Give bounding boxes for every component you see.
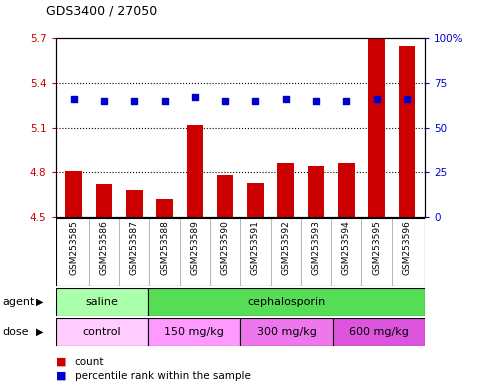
Text: ■: ■ xyxy=(56,357,66,367)
Bar xyxy=(338,164,355,217)
Text: 150 mg/kg: 150 mg/kg xyxy=(164,327,224,337)
Bar xyxy=(148,318,241,346)
Point xyxy=(403,96,411,102)
Text: count: count xyxy=(75,357,104,367)
Point xyxy=(221,98,229,104)
Bar xyxy=(96,184,113,217)
Bar xyxy=(56,288,148,316)
Text: 600 mg/kg: 600 mg/kg xyxy=(349,327,409,337)
Text: GSM253588: GSM253588 xyxy=(160,220,169,275)
Bar xyxy=(247,183,264,217)
Text: GSM253587: GSM253587 xyxy=(130,220,139,275)
Text: dose: dose xyxy=(2,327,29,337)
Text: 300 mg/kg: 300 mg/kg xyxy=(256,327,316,337)
Text: GSM253589: GSM253589 xyxy=(190,220,199,275)
Bar xyxy=(126,190,142,217)
Bar xyxy=(65,171,82,217)
Text: ■: ■ xyxy=(56,371,66,381)
Point xyxy=(373,96,381,102)
Text: ▶: ▶ xyxy=(36,327,43,337)
Point xyxy=(100,98,108,104)
Bar xyxy=(308,166,325,217)
Text: GSM253595: GSM253595 xyxy=(372,220,381,275)
Text: percentile rank within the sample: percentile rank within the sample xyxy=(75,371,251,381)
Point xyxy=(282,96,290,102)
Text: GDS3400 / 27050: GDS3400 / 27050 xyxy=(46,4,157,17)
Text: GSM253586: GSM253586 xyxy=(99,220,109,275)
Bar xyxy=(241,318,333,346)
Point xyxy=(342,98,350,104)
Text: GSM253590: GSM253590 xyxy=(221,220,229,275)
Text: GSM253594: GSM253594 xyxy=(342,220,351,275)
Text: GSM253593: GSM253593 xyxy=(312,220,321,275)
Bar xyxy=(56,318,148,346)
Point xyxy=(191,94,199,100)
Text: cephalosporin: cephalosporin xyxy=(247,297,326,307)
Text: control: control xyxy=(83,327,121,337)
Text: GSM253585: GSM253585 xyxy=(69,220,78,275)
Text: GSM253591: GSM253591 xyxy=(251,220,260,275)
Bar xyxy=(333,318,425,346)
Point xyxy=(130,98,138,104)
Text: GSM253592: GSM253592 xyxy=(281,220,290,275)
Bar xyxy=(148,288,425,316)
Bar xyxy=(368,38,385,217)
Bar xyxy=(156,199,173,217)
Point xyxy=(312,98,320,104)
Point xyxy=(70,96,78,102)
Bar xyxy=(217,175,233,217)
Point xyxy=(252,98,259,104)
Text: GSM253596: GSM253596 xyxy=(402,220,412,275)
Text: saline: saline xyxy=(85,297,118,307)
Bar xyxy=(398,46,415,217)
Point xyxy=(161,98,169,104)
Text: agent: agent xyxy=(2,297,35,307)
Bar xyxy=(186,125,203,217)
Bar xyxy=(277,164,294,217)
Text: ▶: ▶ xyxy=(36,297,43,307)
